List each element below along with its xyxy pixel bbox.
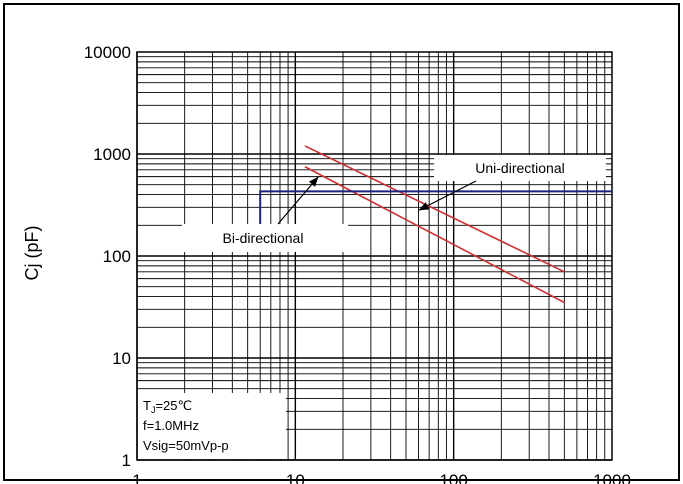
y-tick-label: 1 xyxy=(122,451,131,470)
y-tick-label: 100 xyxy=(103,247,131,266)
tj-condition: TJ=25℃ xyxy=(143,398,192,415)
series-layer xyxy=(304,145,565,304)
bi-annotation-box xyxy=(182,224,348,252)
reference-line xyxy=(259,190,612,226)
series-line-uni xyxy=(304,145,565,273)
bi-arrowhead xyxy=(308,176,319,187)
uni-annotation-text: Uni-directional xyxy=(475,160,564,176)
tj-value: =25℃ xyxy=(155,398,192,413)
tj-subscript: J xyxy=(151,405,156,415)
x-tick-label: 10 xyxy=(286,471,305,484)
reference-line-layer xyxy=(259,190,612,226)
freq-condition: f=1.0MHz xyxy=(143,418,199,433)
y-axis-label: Cj (pF) xyxy=(22,226,42,281)
bi-arrow xyxy=(277,176,319,225)
x-tick-label: 1000 xyxy=(593,471,631,484)
vsig-condition: Vsig=50mVp-p xyxy=(143,438,229,453)
x-tick-labels: 1 10 100 1000 xyxy=(132,471,631,484)
y-tick-label: 10 xyxy=(112,349,131,368)
x-tick-label: 1 xyxy=(132,471,141,484)
y-tick-label: 10000 xyxy=(84,43,131,62)
uni-arrow xyxy=(418,180,477,211)
uni-arrowhead xyxy=(418,202,430,211)
x-tick-label: 100 xyxy=(439,471,467,484)
series-line-bi xyxy=(304,166,565,304)
conditions-box xyxy=(138,393,286,459)
bi-annotation-text: Bi-directional xyxy=(223,230,304,246)
uni-annotation-box xyxy=(434,155,606,181)
y-tick-labels: 10000 1000 100 10 1 xyxy=(84,43,131,470)
tj-main: T xyxy=(143,398,151,413)
y-tick-label: 1000 xyxy=(93,145,131,164)
plot-area-frame xyxy=(136,51,613,461)
